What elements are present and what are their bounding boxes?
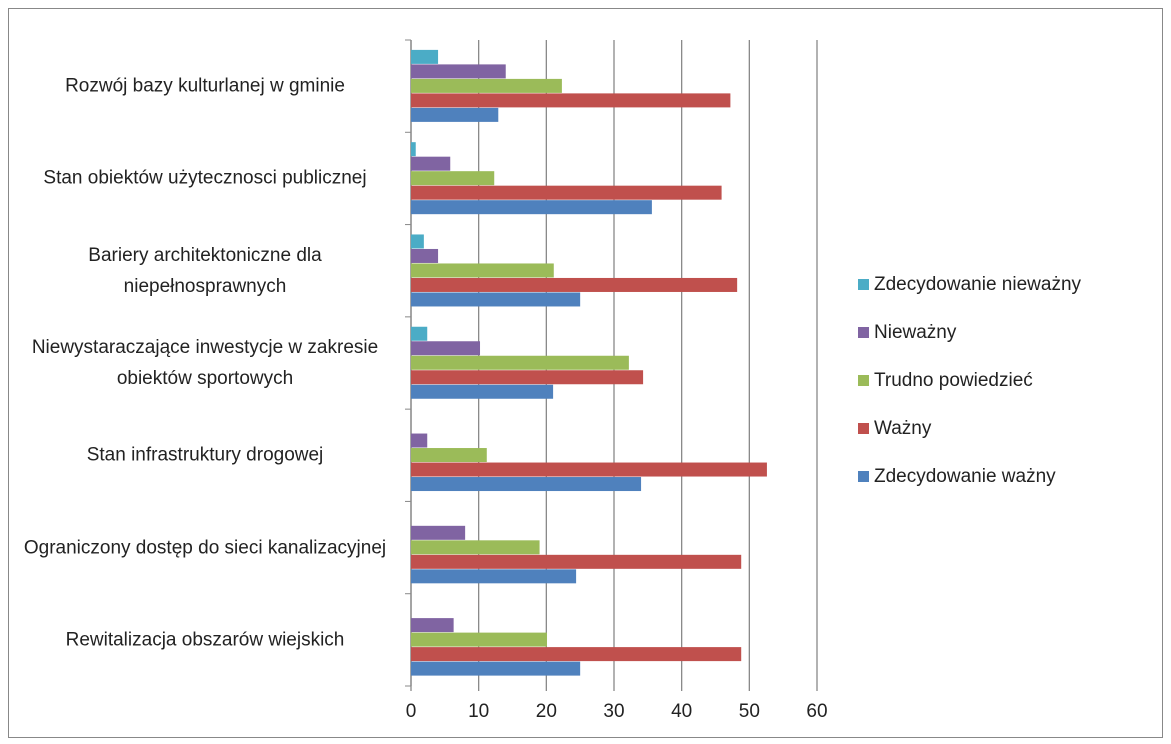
bar bbox=[411, 64, 506, 79]
bar bbox=[411, 647, 742, 662]
bar bbox=[411, 156, 451, 171]
x-tick-label: 60 bbox=[806, 701, 827, 722]
y-tick-label: Ograniczony dostęp do sieci kanalizacyjn… bbox=[23, 537, 387, 559]
legend-label: Zdecydowanie nieważny bbox=[874, 274, 1082, 295]
legend-swatch bbox=[858, 375, 869, 386]
bar bbox=[411, 263, 554, 278]
bar bbox=[411, 78, 562, 93]
legend-swatch bbox=[858, 279, 869, 290]
legend-swatch bbox=[858, 423, 869, 434]
y-tick-label: Stan infrastruktury drogowej bbox=[86, 444, 324, 466]
bar bbox=[411, 107, 499, 122]
y-tick-label: Bariery architektoniczne dla niepełnospr… bbox=[88, 244, 322, 297]
y-tick-label: Stan obiektów użytecznosci publicznej bbox=[43, 167, 367, 189]
bar bbox=[411, 341, 481, 356]
bar bbox=[411, 462, 767, 477]
x-tick-label: 40 bbox=[671, 701, 692, 722]
bar bbox=[411, 618, 454, 633]
bar bbox=[411, 185, 722, 200]
y-tick-label: Niewystaraczające inwestycje w zakresie … bbox=[31, 337, 379, 389]
bar bbox=[411, 661, 581, 676]
legend-label: Zdecydowanie ważny bbox=[874, 466, 1056, 487]
bar bbox=[411, 277, 738, 292]
y-tick-label: Rozwój bazy kulturlanej w gminie bbox=[65, 75, 345, 97]
x-tick-label: 0 bbox=[406, 701, 417, 722]
bar bbox=[411, 370, 644, 385]
legend-label: Nieważny bbox=[874, 322, 957, 343]
x-tick-label: 20 bbox=[536, 701, 557, 722]
bar bbox=[411, 234, 424, 249]
legend-label: Trudno powiedzieć bbox=[874, 370, 1033, 391]
legend-label: Ważny bbox=[874, 418, 932, 439]
legend-swatch bbox=[858, 327, 869, 338]
bar bbox=[411, 433, 428, 448]
bar bbox=[411, 93, 731, 108]
y-tick-label: Rewitalizacja obszarów wiejskich bbox=[65, 629, 345, 651]
chart-border bbox=[8, 8, 1163, 738]
bar bbox=[411, 554, 742, 569]
x-tick-label: 30 bbox=[603, 701, 624, 722]
bar bbox=[411, 49, 439, 64]
bar bbox=[411, 326, 428, 341]
bar bbox=[411, 200, 652, 215]
bar bbox=[411, 384, 554, 399]
bar bbox=[411, 171, 495, 186]
bar bbox=[411, 248, 439, 263]
legend-swatch bbox=[858, 471, 869, 482]
bar bbox=[411, 448, 487, 463]
bar bbox=[411, 142, 416, 157]
bar bbox=[411, 355, 629, 370]
x-tick-label: 10 bbox=[468, 701, 489, 722]
bar bbox=[411, 477, 642, 492]
bar bbox=[411, 569, 577, 584]
bar bbox=[411, 632, 548, 647]
x-tick-label: 50 bbox=[739, 701, 760, 722]
bar bbox=[411, 540, 540, 555]
bar bbox=[411, 525, 466, 540]
bar bbox=[411, 292, 581, 307]
